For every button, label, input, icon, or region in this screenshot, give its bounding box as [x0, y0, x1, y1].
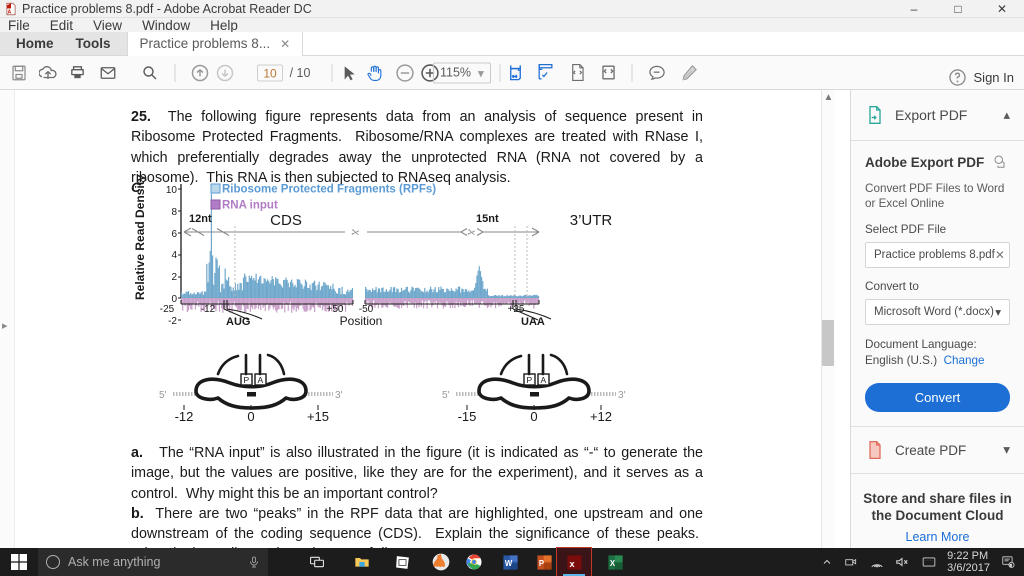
- svg-text:Position: Position: [340, 314, 383, 328]
- svg-text:x: x: [569, 558, 575, 568]
- svg-text:CDS: CDS: [270, 212, 302, 229]
- svg-text:4: 4: [171, 250, 177, 261]
- svg-text:6: 6: [1010, 564, 1012, 568]
- svg-text:Ribosome Protected Fragments (: Ribosome Protected Fragments (RPFs): [222, 184, 436, 196]
- svg-text:C: C: [131, 179, 142, 195]
- svg-text:0: 0: [530, 409, 537, 422]
- svg-text:-2: -2: [168, 316, 177, 327]
- svg-text:-12: -12: [201, 304, 216, 315]
- svg-text:10: 10: [166, 185, 178, 196]
- svg-text:2: 2: [171, 272, 177, 283]
- svg-text:+15: +15: [307, 409, 329, 422]
- svg-text:6: 6: [171, 229, 177, 240]
- svg-text:-25: -25: [160, 304, 175, 315]
- svg-text:W: W: [504, 559, 512, 568]
- svg-text:RNA input: RNA input: [222, 200, 278, 212]
- svg-text:AUG: AUG: [226, 316, 250, 328]
- svg-text:8: 8: [171, 207, 177, 218]
- svg-text:X: X: [609, 559, 615, 568]
- svg-text:12nt: 12nt: [189, 213, 212, 225]
- svg-text:P: P: [538, 559, 543, 568]
- svg-text:-12: -12: [175, 409, 194, 422]
- svg-text:-15: -15: [458, 409, 477, 422]
- svg-text:15nt: 15nt: [476, 213, 499, 225]
- svg-text:3’UTR: 3’UTR: [570, 212, 613, 229]
- svg-text:+12: +12: [590, 409, 612, 422]
- svg-text:A: A: [8, 9, 12, 15]
- svg-text:0: 0: [247, 409, 254, 422]
